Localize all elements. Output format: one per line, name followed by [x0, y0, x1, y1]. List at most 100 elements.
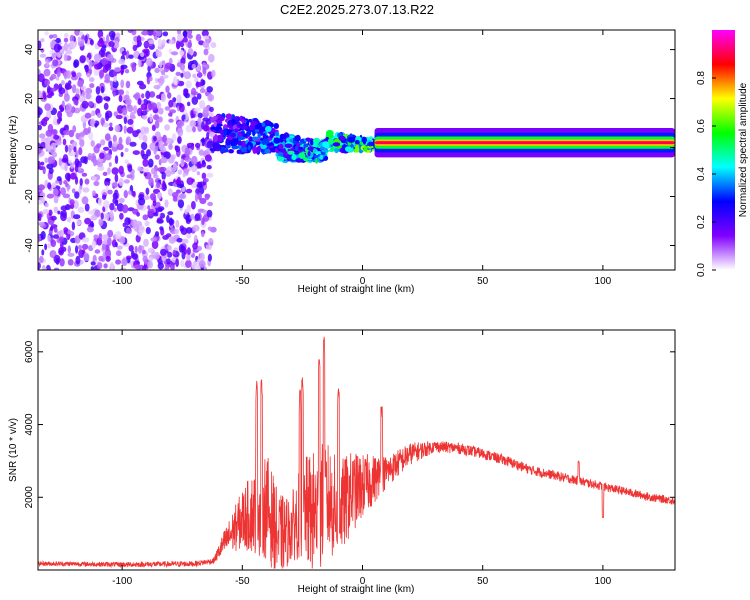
spectrogram-noise-cell: [140, 110, 148, 116]
spectrogram-noise-cell: [195, 33, 202, 42]
spectrogram-noise-cell: [113, 75, 117, 83]
spectrogram-noise-cell: [156, 94, 162, 99]
spectrogram-noise-cell: [63, 71, 68, 80]
spectrogram-noise-cell: [186, 247, 191, 256]
spectrogram-noise-cell: [129, 141, 137, 147]
spectrogram-signal-cell: [213, 120, 217, 128]
spectrogram-noise-cell: [195, 81, 202, 88]
spectrogram-noise-cell: [172, 249, 176, 255]
spectrogram-noise-cell: [126, 174, 133, 179]
spectrogram-noise-cell: [124, 147, 129, 153]
spectrogram-noise-cell: [45, 264, 51, 270]
colorbar-gradient: [712, 30, 735, 270]
spectrogram-noise-cell: [39, 141, 47, 149]
spectrogram-noise-cell: [52, 234, 60, 239]
spectrogram-noise-cell: [50, 250, 56, 258]
spectrogram-noise-cell: [142, 168, 150, 173]
spectrogram-signal-cell: [215, 123, 223, 127]
spectrogram-noise-cell: [190, 213, 195, 220]
spectrogram-noise-cell: [137, 107, 143, 117]
spectrogram-noise-cell: [89, 77, 95, 83]
spectrogram-noise-cell: [204, 154, 212, 162]
spectrogram-noise-cell: [163, 74, 169, 79]
spectrogram-noise-cell: [195, 142, 201, 149]
spectrogram-noise-cell: [100, 86, 105, 94]
spectrogram-noise-cell: [205, 244, 212, 251]
spectrogram-x-label: Height of straight line (km): [298, 284, 415, 295]
spectrogram-noise-cell: [77, 80, 83, 87]
spectrogram-noise-cell: [209, 131, 215, 138]
spectrogram-signal-cell: [274, 131, 280, 137]
spectrogram-noise-cell: [138, 197, 146, 206]
spectrogram-noise-cell: [38, 142, 41, 148]
spectrogram-noise-cell: [128, 54, 134, 59]
spectrogram-noise-cell: [84, 178, 90, 185]
spectrogram-noise-cell: [121, 258, 128, 267]
spectrogram-noise-cell: [109, 202, 115, 211]
spectrogram-noise-cell: [147, 205, 151, 210]
spectrogram-noise-cell: [171, 133, 177, 142]
spectrogram-noise-cell: [94, 209, 101, 218]
spectrogram-noise-cell: [38, 73, 45, 83]
spectrogram-noise-cell: [101, 243, 106, 251]
spectrogram-noise-cell: [187, 101, 191, 107]
spectrogram-noise-cell: [38, 213, 42, 218]
spectrogram-signal-cell: [291, 154, 297, 161]
spectrogram-noise-cell: [111, 32, 116, 39]
spectrogram-noise-cell: [166, 251, 173, 258]
spectrogram-noise-cell: [176, 237, 183, 243]
spectrogram-noise-cell: [161, 171, 166, 181]
spectrogram-frame: [37, 29, 676, 271]
spectrogram-noise-cell: [57, 110, 63, 119]
spectrogram-noise-cell: [71, 71, 77, 78]
spectrogram-noise-cell: [91, 240, 97, 249]
spectrogram-noise-cell: [89, 83, 95, 89]
spectrogram-noise-cell: [63, 53, 68, 62]
spectrogram-noise-cell: [50, 73, 57, 80]
spectrogram-signal-cell: [327, 138, 334, 145]
spectrogram-noise-cell: [116, 245, 123, 250]
spectrogram-signal-cell: [278, 143, 284, 150]
spectrogram-noise-cell: [191, 155, 198, 165]
spectrogram-noise-cell: [49, 34, 54, 39]
spectrogram-noise-cell: [182, 37, 188, 43]
spectrogram-noise-cell: [53, 254, 61, 264]
spectrogram-noise-cell: [38, 160, 41, 169]
spectrogram-noise-cell: [115, 259, 122, 265]
spectrogram-noise-cell: [180, 73, 184, 78]
spectrogram-noise-cell: [63, 33, 69, 38]
spectrogram-signal-cell: [322, 141, 330, 148]
spectrogram-noise-cell: [143, 41, 150, 47]
spectrogram-noise-cell: [108, 140, 113, 149]
spectrogram-noise-cell: [207, 111, 214, 118]
spectrogram-noise-cell: [113, 67, 122, 72]
spectrogram-noise-cell: [84, 34, 88, 44]
spectrogram-noise-cell: [194, 107, 201, 112]
spectrogram-noise-cell: [120, 267, 127, 270]
spectrogram-noise-cell: [78, 188, 82, 195]
spectrogram-noise-cell: [81, 196, 89, 205]
spectrogram-noise-cell: [174, 78, 178, 86]
spectrogram-noise-cell: [93, 180, 100, 187]
spectrogram-noise-cell: [175, 179, 181, 186]
spectrogram-noise-cell: [175, 145, 181, 153]
spectrogram-noise-cell: [202, 159, 205, 165]
snr-x-label: Height of straight line (km): [298, 584, 415, 595]
spectrogram-noise-cell: [66, 110, 73, 118]
spectrogram-noise-cell: [105, 110, 113, 119]
spectrogram-noise-cell: [105, 244, 110, 252]
spectrogram-noise-cell: [104, 73, 110, 82]
spectrogram-noise-cell: [100, 212, 104, 220]
spectrogram-noise-cell: [149, 91, 156, 98]
spectrogram-noise-cell: [56, 176, 62, 182]
spectrogram-noise-cell: [52, 34, 58, 39]
spectrogram-noise-cell: [168, 236, 176, 244]
spectrogram-noise-cell: [38, 107, 43, 116]
spectrogram-signal-cell: [219, 129, 224, 136]
spectrogram-noise-cell: [191, 200, 196, 210]
spectrogram-signal-cell: [220, 146, 225, 153]
spectrogram-noise-cell: [94, 63, 102, 70]
spectrogram-signal-cell: [307, 146, 314, 151]
spectrogram-noise-cell: [140, 103, 148, 111]
spectrogram-noise-cell: [74, 30, 81, 36]
